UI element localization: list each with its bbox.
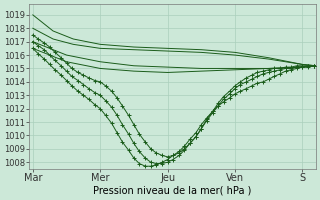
X-axis label: Pression niveau de la mer( hPa ): Pression niveau de la mer( hPa ): [93, 186, 252, 196]
